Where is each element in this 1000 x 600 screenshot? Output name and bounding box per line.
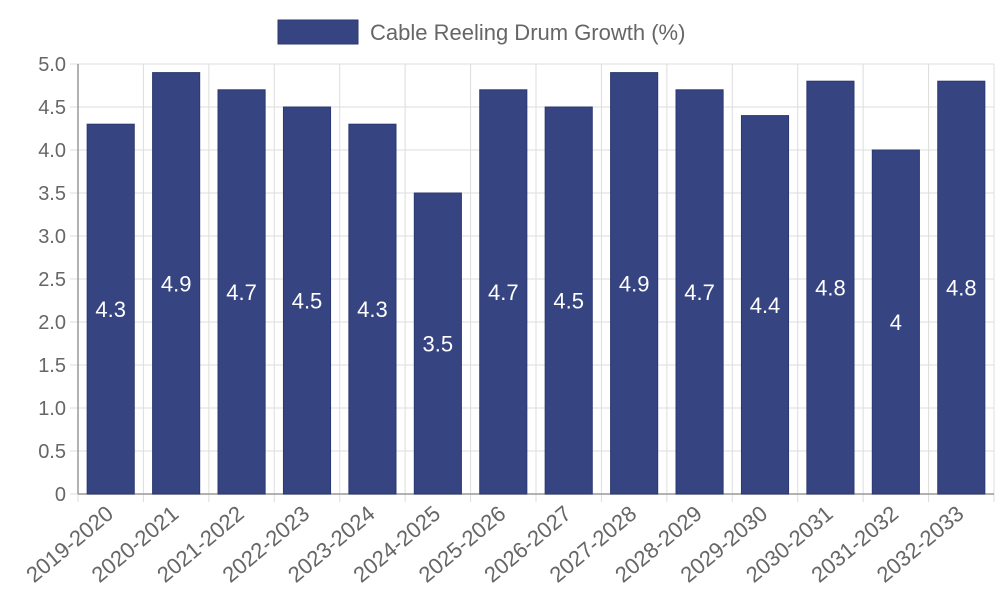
y-tick-label: 4.5: [38, 97, 66, 119]
bar-2028-2029[interactable]: [675, 89, 724, 495]
y-tick-label: 1.5: [38, 355, 66, 377]
data-labels: 4.3 4.9 4.7 4.5 4.3 3.5 4.7 4.5 4.9 4.7 4.4 4.8 4 4.8: [95, 271, 976, 356]
data-label-2019-2020: 4.3: [95, 297, 126, 322]
bar-2022-2023[interactable]: [282, 106, 332, 495]
bar-2029-2030[interactable]: [740, 115, 790, 495]
data-label-2027-2028: 4.9: [619, 271, 650, 296]
bar-2024-2025[interactable]: [413, 192, 462, 495]
data-label-2031-2032: 4: [890, 310, 902, 335]
data-label-2020-2021: 4.9: [161, 271, 192, 296]
bar-2032-2033[interactable]: [937, 80, 986, 495]
data-label-2025-2026: 4.7: [488, 280, 519, 305]
y-tick-label: 2.5: [38, 269, 66, 291]
bar-2021-2022[interactable]: [217, 89, 266, 495]
bar-2019-2020[interactable]: [86, 123, 135, 495]
y-tick-label: 5.0: [38, 54, 66, 76]
legend-swatch: [277, 19, 359, 45]
legend-label: Cable Reeling Drum Growth (%): [370, 20, 685, 45]
bar-2027-2028[interactable]: [610, 72, 659, 495]
bar-2031-2032[interactable]: [871, 149, 920, 495]
data-label-2024-2025: 3.5: [423, 332, 454, 357]
x-axis-ticks: 2019-20202020-20212021-20222022-20232023…: [21, 501, 968, 588]
data-label-2028-2029: 4.7: [684, 280, 715, 305]
legend[interactable]: Cable Reeling Drum Growth (%): [277, 19, 685, 45]
bar-2030-2031[interactable]: [806, 80, 855, 495]
y-tick-label: 0.5: [38, 441, 66, 463]
data-label-2030-2031: 4.8: [815, 276, 846, 301]
bar-2026-2027[interactable]: [544, 106, 593, 495]
data-label-2023-2024: 4.3: [357, 297, 388, 322]
y-tick-label: 3.0: [38, 226, 66, 248]
y-tick-label: 1.0: [38, 398, 66, 420]
data-label-2022-2023: 4.5: [292, 289, 323, 314]
data-label-2029-2030: 4.4: [750, 293, 781, 318]
data-label-2021-2022: 4.7: [226, 280, 257, 305]
bars: [86, 72, 986, 495]
data-label-2032-2033: 4.8: [946, 276, 977, 301]
y-axis-ticks: 0 0.5 1.0 1.5 2.0 2.5 3.0 3.5 4.0 4.5 5.0: [38, 54, 66, 506]
data-label-2026-2027: 4.5: [553, 289, 584, 314]
grid-lines: [77, 63, 995, 502]
y-tick-label: 3.5: [38, 183, 66, 205]
y-tick-label: 2.0: [38, 312, 66, 334]
y-tick-label: 0: [55, 484, 66, 506]
bar-2025-2026[interactable]: [479, 89, 528, 495]
bar-2020-2021[interactable]: [152, 72, 201, 495]
bar-2023-2024[interactable]: [348, 123, 397, 495]
y-tick-label: 4.0: [38, 140, 66, 162]
